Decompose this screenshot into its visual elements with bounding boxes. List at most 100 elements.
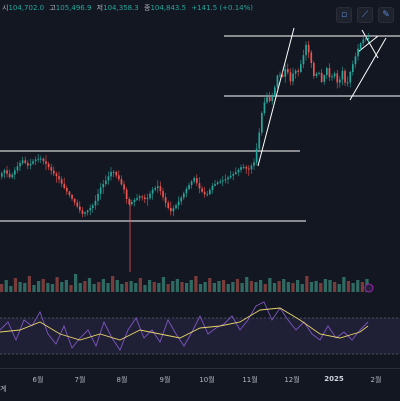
candle-body <box>307 44 310 53</box>
volume-bar <box>92 284 96 292</box>
candle-body <box>258 132 261 149</box>
volume-bar <box>346 281 351 292</box>
candle-body <box>227 177 229 180</box>
candle-body <box>47 163 50 168</box>
candle-body <box>185 189 188 194</box>
candle-body <box>141 196 144 198</box>
candle-body <box>32 161 34 164</box>
rsi-line <box>0 301 369 351</box>
alert-marker-icon[interactable] <box>364 283 374 293</box>
trendline-icon[interactable]: ⟋ <box>357 7 373 23</box>
volume-bar <box>328 280 332 292</box>
candle-body <box>237 169 240 173</box>
volume-bar <box>120 284 124 292</box>
candle-body <box>123 184 125 190</box>
candle-body <box>175 205 177 209</box>
candle-body <box>365 38 367 40</box>
volume-bar <box>37 281 41 292</box>
high-value: 105,496.9 <box>55 4 92 12</box>
brush-icon[interactable]: ✎ <box>378 7 394 23</box>
volume-group <box>0 274 369 292</box>
candle-body <box>112 171 115 173</box>
candle-body <box>154 188 157 190</box>
cursor-icon[interactable]: ▫ <box>336 7 352 23</box>
candle-body <box>274 87 276 96</box>
candle-body <box>125 189 128 199</box>
volume-bar <box>87 278 92 292</box>
candle-body <box>326 68 328 75</box>
candle-body <box>331 76 333 78</box>
change-value: +141.5 (+0.14%) <box>191 4 254 12</box>
wedge-line-lower[interactable] <box>349 37 387 101</box>
candle-body <box>8 173 11 178</box>
volume-bar <box>4 280 8 292</box>
candle-body <box>222 180 224 182</box>
wedge-line-cross[interactable] <box>357 35 379 53</box>
volume-bar <box>296 280 300 292</box>
candle-body <box>29 163 32 166</box>
candle-body <box>219 181 222 183</box>
volume-bar <box>106 283 110 292</box>
candle-body <box>37 158 40 160</box>
low-label: 저 <box>96 4 104 12</box>
candle-body <box>323 75 326 82</box>
volume-bar <box>69 285 73 292</box>
candle-body <box>128 199 131 205</box>
volume-bar <box>240 283 244 292</box>
candle-body <box>66 188 68 192</box>
x-tick: 12월 <box>284 376 300 384</box>
open-label: 시 <box>2 4 9 12</box>
candle-body <box>24 160 27 163</box>
volume-bar <box>245 277 249 292</box>
candle-body <box>318 72 320 74</box>
volume-bar <box>9 286 13 292</box>
candle-body <box>86 210 89 213</box>
volume-bar <box>143 285 147 292</box>
candle-body <box>203 191 206 195</box>
volume-bar <box>152 282 156 292</box>
candle-body <box>6 170 8 174</box>
candle-body <box>240 167 242 170</box>
candle-body <box>232 174 235 176</box>
candle-body <box>229 175 232 178</box>
wedge-line-upper[interactable] <box>361 29 379 59</box>
volume-bar <box>189 280 193 292</box>
candle-body <box>3 170 6 174</box>
candle-body <box>71 194 73 199</box>
candle-body <box>320 72 323 82</box>
volume-bar <box>194 276 198 292</box>
candle-body <box>27 163 29 166</box>
candle-body <box>177 201 180 206</box>
candle-body <box>289 72 292 82</box>
volume-bar <box>13 278 18 292</box>
candle-body <box>349 72 352 83</box>
close-value: 104,843.5 <box>150 4 187 12</box>
open-value: 104,702.0 <box>8 4 45 12</box>
candle-body <box>281 74 284 77</box>
candle-body <box>149 193 151 198</box>
x-tick: 7월 <box>74 376 86 384</box>
candle-body <box>164 197 167 203</box>
price-chart[interactable] <box>0 0 400 368</box>
candle-body <box>250 165 253 170</box>
volume-bar <box>249 281 253 292</box>
candle-body <box>302 55 305 65</box>
volume-bar <box>259 280 263 292</box>
candle-body <box>138 196 141 199</box>
candle-body <box>235 172 237 174</box>
volume-bar <box>268 278 272 292</box>
candle-body <box>357 48 359 57</box>
volume-bar <box>180 282 184 292</box>
candle-body <box>68 191 71 195</box>
candle-body <box>310 52 313 63</box>
trend-line-breakout[interactable] <box>257 27 295 167</box>
candle-body <box>183 193 185 198</box>
low-value: 104,358.3 <box>103 4 139 12</box>
candle-body <box>14 170 16 175</box>
volume-bar <box>263 284 267 292</box>
volume-bar <box>342 277 346 292</box>
volume-bar <box>60 282 64 292</box>
time-axis[interactable]: 6월 7월 8월 9월 10월 11월 12월 2025 2월 <box>0 368 400 401</box>
candle-body <box>131 202 133 205</box>
